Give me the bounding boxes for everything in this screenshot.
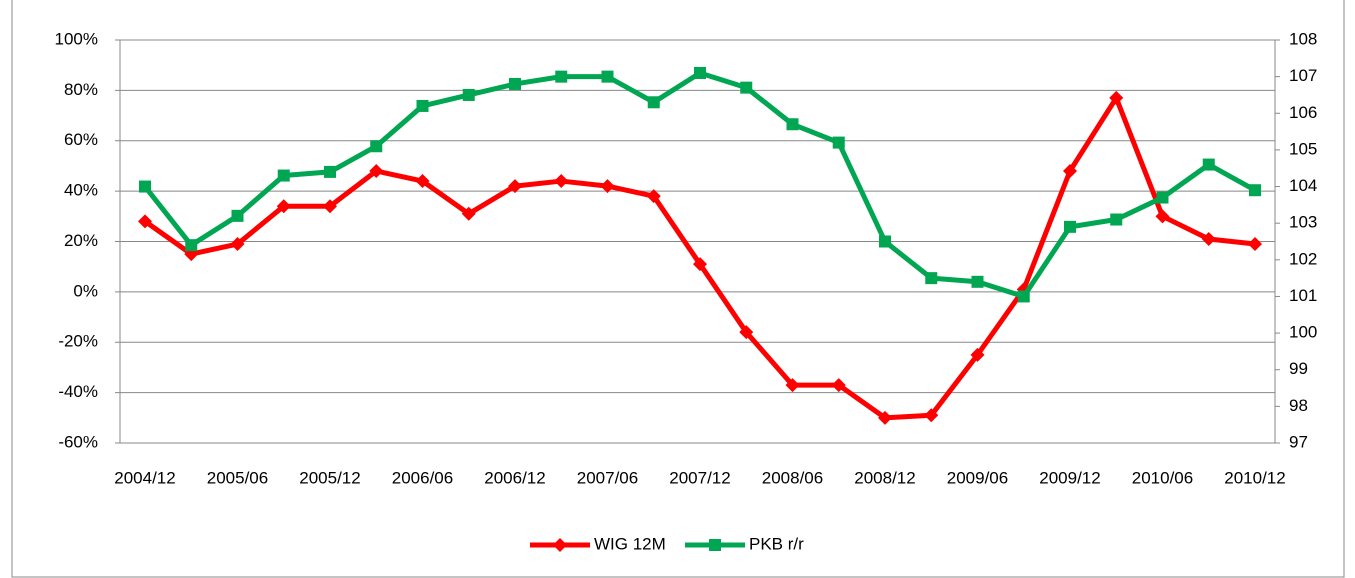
point <box>832 136 845 149</box>
x-tick-label: 2006/06 <box>392 468 453 487</box>
point <box>694 66 706 79</box>
point <box>138 214 152 229</box>
x-tick-label: 2005/12 <box>299 468 360 487</box>
y-tick-label: 60% <box>64 130 98 149</box>
point <box>971 275 984 288</box>
point <box>461 206 476 221</box>
y2-tick-label: 101 <box>1289 286 1317 305</box>
y2-tick-label: 98 <box>1289 396 1308 415</box>
point <box>1248 237 1262 252</box>
point <box>647 96 660 109</box>
x-tick-label: 2009/06 <box>947 468 1008 487</box>
chart-frame <box>11 0 1345 578</box>
x-tick-label: 2008/12 <box>854 468 915 487</box>
y2-tick-label: 104 <box>1289 176 1317 195</box>
point <box>139 180 151 193</box>
point <box>185 239 198 252</box>
x-tick-label: 2007/12 <box>669 468 730 487</box>
point <box>462 88 475 101</box>
legend-marker <box>553 538 567 552</box>
y2-tick-label: 106 <box>1289 103 1317 122</box>
point <box>740 81 753 94</box>
point <box>1017 290 1030 303</box>
x-tick-label: 2006/12 <box>484 468 545 487</box>
point <box>1249 184 1261 197</box>
y2-tick-label: 107 <box>1289 66 1317 85</box>
x-tick-label: 2007/06 <box>577 468 638 487</box>
y-tick-label: -40% <box>58 382 98 401</box>
x-tick-label: 2008/06 <box>762 468 823 487</box>
point <box>277 169 290 182</box>
point <box>1202 158 1215 171</box>
x-tick-label: 2010/12 <box>1224 468 1285 487</box>
point <box>600 179 615 194</box>
y2-tick-label: 108 <box>1289 29 1317 48</box>
y-tick-label: -60% <box>58 432 98 451</box>
y-tick-label: 100% <box>55 29 98 48</box>
legend-marker <box>709 539 721 551</box>
point <box>1155 209 1170 224</box>
point <box>1063 163 1077 178</box>
point <box>646 189 661 204</box>
point <box>925 272 938 285</box>
point <box>879 235 891 248</box>
y-tick-label: 0% <box>73 281 98 300</box>
y2-tick-label: 105 <box>1289 139 1317 158</box>
y-tick-label: -20% <box>58 332 98 351</box>
point <box>1156 191 1169 204</box>
point <box>324 165 336 178</box>
x-tick-label: 2010/06 <box>1132 468 1193 487</box>
point <box>369 163 384 178</box>
point <box>739 325 754 340</box>
y2-tick-label: 99 <box>1289 359 1308 378</box>
point <box>878 410 892 425</box>
y2-tick-label: 102 <box>1289 249 1317 268</box>
x-tick-label: 2009/12 <box>1039 468 1100 487</box>
point <box>231 209 244 222</box>
point <box>509 77 521 90</box>
point <box>370 140 383 153</box>
point <box>230 237 245 252</box>
y2-tick-label: 100 <box>1289 323 1317 342</box>
point <box>970 347 985 362</box>
point <box>601 70 614 83</box>
point <box>1201 231 1216 246</box>
y-tick-label: 40% <box>64 181 98 200</box>
point <box>1109 90 1124 105</box>
y2-tick-label: 103 <box>1289 213 1317 232</box>
point <box>554 174 569 189</box>
y2-tick-label: 97 <box>1289 432 1308 451</box>
point <box>785 378 800 393</box>
point <box>508 179 522 194</box>
point <box>555 70 568 83</box>
x-tick-label: 2004/12 <box>114 468 175 487</box>
point <box>924 408 939 423</box>
x-tick-label: 2005/06 <box>207 468 268 487</box>
y-tick-label: 20% <box>64 231 98 250</box>
point <box>786 118 799 131</box>
legend-label: PKB r/r <box>749 534 804 553</box>
point <box>1064 220 1076 233</box>
y-tick-label: 80% <box>64 80 98 99</box>
point <box>416 99 429 112</box>
point <box>1110 213 1123 226</box>
point <box>693 257 707 272</box>
point <box>415 174 430 189</box>
point <box>276 199 291 214</box>
point <box>831 378 846 393</box>
legend-label: WIG 12M <box>594 534 666 553</box>
point <box>323 199 337 214</box>
